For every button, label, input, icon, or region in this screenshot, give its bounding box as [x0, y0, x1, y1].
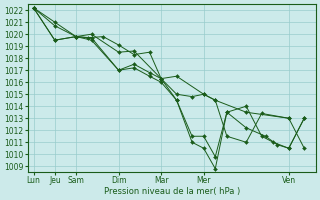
X-axis label: Pression niveau de la mer( hPa ): Pression niveau de la mer( hPa ) — [104, 187, 240, 196]
